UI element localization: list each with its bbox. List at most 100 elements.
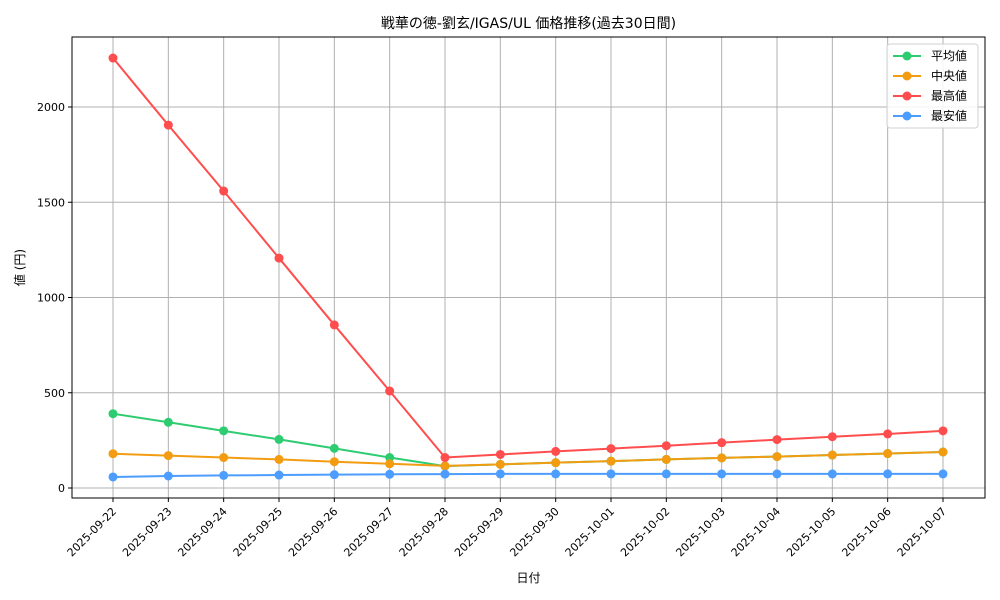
data-point <box>108 449 118 459</box>
axis-ticks: 2025-09-22 2025-09-23 2025-09-24 2025-09-25… <box>37 101 949 559</box>
legend-item: 平均値 <box>893 48 967 63</box>
data-point <box>606 456 616 466</box>
data-point <box>274 434 284 444</box>
data-point <box>772 452 782 462</box>
data-point <box>108 409 118 419</box>
x-tick-label: 2025-09-25 <box>231 505 285 559</box>
series-line <box>112 450 944 467</box>
series-平均値 <box>108 409 948 471</box>
data-point <box>108 472 118 482</box>
y-tick-label: 500 <box>44 387 65 400</box>
data-point <box>329 457 339 467</box>
series-lines <box>108 53 948 482</box>
x-tick-label: 2025-10-03 <box>673 505 727 559</box>
data-point <box>772 469 782 479</box>
data-point <box>274 470 284 480</box>
x-tick-label: 2025-10-01 <box>563 505 617 559</box>
data-point <box>883 429 893 439</box>
x-tick-label: 2025-10-02 <box>618 505 672 559</box>
legend-label: 中央値 <box>931 68 967 83</box>
legend-item: 中央値 <box>893 68 967 83</box>
data-point <box>163 417 173 427</box>
data-point <box>274 253 284 263</box>
data-point <box>827 432 837 442</box>
y-tick-label: 1500 <box>37 196 65 209</box>
data-point <box>385 453 395 463</box>
legend-label: 最安値 <box>931 108 967 123</box>
data-point <box>163 471 173 481</box>
data-point <box>551 458 561 468</box>
x-tick-label: 2025-09-23 <box>120 505 174 559</box>
data-point <box>163 120 173 130</box>
x-tick-label: 2025-09-30 <box>507 505 561 559</box>
data-point <box>938 447 948 457</box>
series-最安値 <box>108 469 948 482</box>
data-point <box>717 438 727 448</box>
data-point <box>329 470 339 480</box>
x-tick-label: 2025-09-22 <box>65 505 119 559</box>
data-point <box>827 450 837 460</box>
x-axis-label: 日付 <box>516 571 540 585</box>
data-point <box>219 426 229 436</box>
legend-item: 最安値 <box>893 108 967 123</box>
legend-marker-icon <box>902 51 912 61</box>
x-tick-label: 2025-09-24 <box>175 505 229 559</box>
data-point <box>495 459 505 469</box>
x-tick-label: 2025-09-26 <box>286 505 340 559</box>
data-point <box>717 469 727 479</box>
legend-marker-icon <box>902 91 912 101</box>
data-point <box>219 453 229 463</box>
data-point <box>938 426 948 436</box>
data-point <box>938 469 948 479</box>
x-tick-label: 2025-10-05 <box>784 505 838 559</box>
x-tick-label: 2025-09-28 <box>397 505 451 559</box>
x-tick-label: 2025-10-04 <box>729 505 783 559</box>
legend-label: 平均値 <box>931 48 967 63</box>
x-tick-label: 2025-10-06 <box>839 505 893 559</box>
data-point <box>440 469 450 479</box>
series-line <box>112 472 943 478</box>
series-line <box>112 57 944 459</box>
data-point <box>661 469 671 479</box>
x-tick-label: 2025-09-27 <box>341 505 395 559</box>
y-tick-label: 2000 <box>37 101 65 114</box>
data-point <box>495 469 505 479</box>
x-tick-label: 2025-10-07 <box>895 505 949 559</box>
data-point <box>717 453 727 463</box>
data-point <box>163 451 173 461</box>
data-point <box>385 459 395 469</box>
legend-marker-icon <box>902 71 912 81</box>
data-point <box>661 454 671 464</box>
legend-box <box>886 43 979 129</box>
data-point <box>108 53 118 63</box>
data-point <box>883 449 893 459</box>
data-point <box>219 470 229 480</box>
y-tick-label: 1000 <box>37 292 65 305</box>
legend-item: 最高値 <box>893 88 967 103</box>
data-point <box>772 435 782 445</box>
series-中央値 <box>108 447 948 471</box>
grid <box>72 37 985 498</box>
data-point <box>495 449 505 459</box>
data-point <box>274 454 284 464</box>
data-point <box>827 469 837 479</box>
legend-label: 最高値 <box>931 88 967 103</box>
data-point <box>219 186 229 196</box>
x-tick-label: 2025-09-29 <box>452 505 506 559</box>
plot-frame <box>71 36 986 499</box>
data-point <box>661 441 671 451</box>
data-point <box>551 469 561 479</box>
data-point <box>329 443 339 453</box>
data-point <box>385 386 395 396</box>
data-point <box>329 320 339 330</box>
data-point <box>551 446 561 456</box>
legend-marker-icon <box>902 111 912 121</box>
data-point <box>385 469 395 479</box>
y-tick-label: 0 <box>58 482 65 495</box>
series-最高値 <box>108 53 948 463</box>
data-point <box>440 453 450 463</box>
chart-title: 戦華の徳-劉玄/IGAS/UL 価格推移(過去30日間) <box>381 15 676 32</box>
